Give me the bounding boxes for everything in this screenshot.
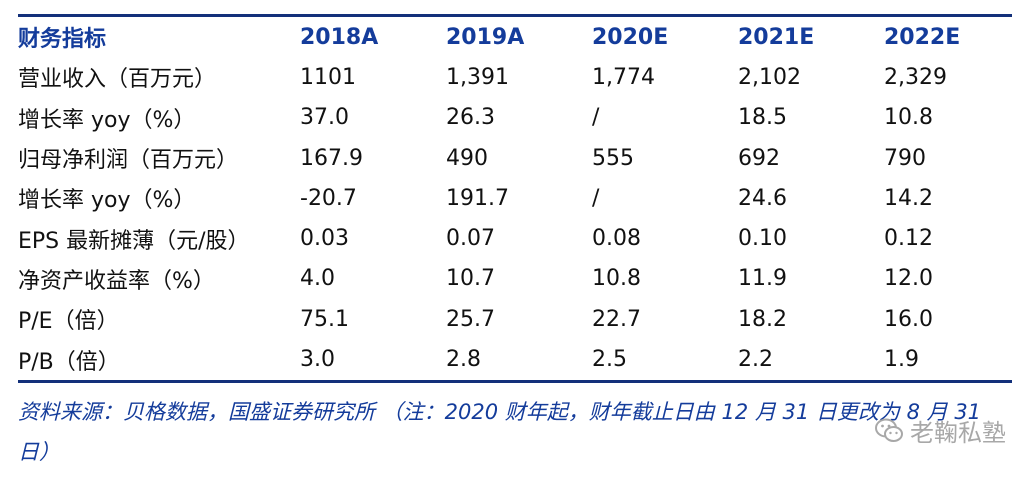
- table-cell: 75.1: [300, 306, 349, 332]
- table-cell: 1101: [300, 64, 356, 90]
- table-row: 营业收入（百万元） 1101 1,391 1,774 2,102 2,329: [18, 57, 1012, 97]
- table-cell: 16.0: [884, 306, 933, 332]
- table-cell: 2,329: [884, 64, 947, 90]
- table-cell: 25.7: [446, 306, 495, 332]
- table-header-row: 财务指标 2018A 2019A 2020E 2021E 2022E: [18, 17, 1012, 57]
- header-2019a: 2019A: [446, 24, 525, 50]
- row-label: P/E（倍）: [18, 309, 119, 335]
- table-cell: 14.2: [884, 185, 933, 211]
- table-cell: 0.08: [592, 226, 641, 252]
- table-cell: 490: [446, 145, 488, 171]
- table-cell: 18.2: [738, 306, 787, 332]
- table-cell: 37.0: [300, 105, 349, 131]
- table-cell: -20.7: [300, 185, 357, 211]
- row-label: P/B（倍）: [18, 349, 120, 375]
- source-note: 资料来源：贝格数据，国盛证券研究所 （注：2020 财年起，财年截止日由 12 …: [18, 400, 982, 464]
- header-2018a: 2018A: [300, 24, 379, 50]
- table-cell: 167.9: [300, 145, 363, 171]
- table-cell: 2.5: [592, 347, 627, 373]
- financial-indicators-table: 财务指标 2018A 2019A 2020E 2021E 2022E 营业收入（…: [18, 17, 1012, 380]
- table-cell: 12.0: [884, 266, 933, 292]
- table-cell: 10.7: [446, 266, 495, 292]
- wechat-icon: [875, 418, 903, 442]
- financial-table-container: 财务指标 2018A 2019A 2020E 2021E 2022E 营业收入（…: [18, 14, 1012, 383]
- table-cell: 18.5: [738, 105, 787, 131]
- table-row: EPS 最新摊薄（元/股） 0.03 0.07 0.08 0.10 0.12: [18, 218, 1012, 258]
- row-label: 净资产收益率（%）: [18, 268, 215, 294]
- row-label: 增长率 yoy（%）: [18, 188, 196, 214]
- table-cell: 10.8: [884, 105, 933, 131]
- table-cell: 0.03: [300, 226, 349, 252]
- header-2020e: 2020E: [592, 24, 669, 50]
- header-2021e: 2021E: [738, 24, 815, 50]
- table-row: P/B（倍） 3.0 2.8 2.5 2.2 1.9: [18, 339, 1012, 379]
- table-cell: 191.7: [446, 185, 509, 211]
- row-label: 增长率 yoy（%）: [18, 107, 196, 133]
- table-cell: 0.10: [738, 226, 787, 252]
- table-cell: 2.8: [446, 347, 481, 373]
- table-cell: 0.07: [446, 226, 495, 252]
- table-cell: 555: [592, 145, 634, 171]
- table-top-rule: [18, 14, 1012, 17]
- table-cell: /: [592, 105, 600, 131]
- table-row: 净资产收益率（%） 4.0 10.7 10.8 11.9 12.0: [18, 259, 1012, 299]
- watermark-text: 老鞠私塾: [910, 419, 1006, 447]
- header-indicator: 财务指标: [18, 27, 107, 53]
- table-cell: 790: [884, 145, 926, 171]
- watermark: 老鞠私塾: [874, 413, 1006, 448]
- table-cell: 2.2: [738, 347, 773, 373]
- table-bottom-rule: [18, 379, 1012, 383]
- table-cell: 1,774: [592, 64, 655, 90]
- table-cell: 10.8: [592, 266, 641, 292]
- table-cell: 26.3: [446, 105, 495, 131]
- row-label: 归母净利润（百万元）: [18, 148, 239, 174]
- table-row: P/E（倍） 75.1 25.7 22.7 18.2 16.0: [18, 299, 1012, 339]
- table-row: 增长率 yoy（%） 37.0 26.3 / 18.5 10.8: [18, 98, 1012, 138]
- table-cell: 2,102: [738, 64, 801, 90]
- table-cell: 1,391: [446, 64, 509, 90]
- table-cell: 0.12: [884, 226, 933, 252]
- header-2022e: 2022E: [884, 24, 961, 50]
- table-row: 归母净利润（百万元） 167.9 490 555 692 790: [18, 138, 1012, 178]
- row-label: EPS 最新摊薄（元/股）: [18, 228, 250, 254]
- table-cell: 3.0: [300, 347, 335, 373]
- table-row: 增长率 yoy（%） -20.7 191.7 / 24.6 14.2: [18, 178, 1012, 218]
- table-cell: 11.9: [738, 266, 787, 292]
- row-label: 营业收入（百万元）: [18, 67, 217, 93]
- table-cell: 4.0: [300, 266, 335, 292]
- table-cell: 24.6: [738, 185, 787, 211]
- table-cell: /: [592, 185, 600, 211]
- table-cell: 1.9: [884, 347, 919, 373]
- table-cell: 692: [738, 145, 780, 171]
- table-cell: 22.7: [592, 306, 641, 332]
